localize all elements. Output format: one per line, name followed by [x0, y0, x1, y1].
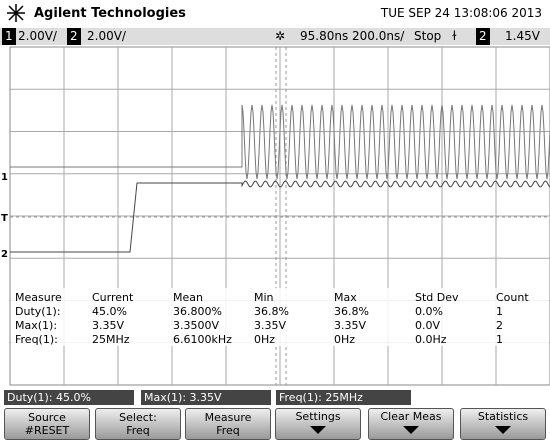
measure-cell: 0Hz [254, 333, 275, 346]
softkey-label: Statistics [477, 410, 529, 423]
softkey-arrow [403, 426, 419, 434]
measure-cell: 0Hz [334, 333, 355, 346]
measure-cell: 1 [496, 305, 503, 318]
measurement-summary: Max(1): 3.35V [141, 390, 271, 405]
measure-cell: 6.6100kHz [173, 333, 232, 346]
delay: 95.80ns [300, 29, 349, 43]
softkey-label: Freq [216, 424, 240, 437]
measure-cell: 3.3500V [173, 319, 219, 332]
ch2-label: 2 [67, 28, 81, 45]
brand: Agilent Technologies [34, 6, 186, 21]
measure-header: Std Dev [415, 291, 459, 304]
measure-cell: 36.8% [254, 305, 289, 318]
timebase: 200.0ns/ [352, 29, 405, 43]
trigger-level: 1.45V [505, 29, 540, 43]
measure-cell: 0.0V [415, 319, 440, 332]
ch1-scale: 2.00V/ [18, 29, 57, 43]
measurement-summary: Freq(1): 25MHz [276, 390, 411, 405]
softkey-label: Clear Meas [380, 410, 442, 423]
measure-header: Max [334, 291, 357, 304]
ch1-trace [10, 104, 550, 180]
trigger-source: 2 [476, 28, 490, 45]
softkey[interactable]: Statistics [460, 408, 546, 440]
measure-cell: 36.800% [173, 305, 222, 318]
measure-cell: 1 [496, 333, 503, 346]
softkey-label: Freq [126, 424, 150, 437]
ch2-scale: 2.00V/ [87, 29, 126, 43]
measure-cell: 3.35V [254, 319, 286, 332]
measure-header: Current [92, 291, 134, 304]
channel-marker: T [1, 213, 8, 224]
measure-cell: Duty(1): [15, 305, 61, 318]
measure-header: Measure [15, 291, 62, 304]
measure-cell: 0.0% [415, 305, 443, 318]
softkey-label: Measure [204, 411, 252, 424]
measure-cell: 36.8% [334, 305, 369, 318]
ch1-label: 1 [2, 28, 16, 45]
measure-panel [11, 288, 549, 346]
softkey-arrow [310, 426, 326, 434]
datetime: TUE SEP 24 13:08:06 2013 [380, 6, 542, 20]
measure-cell: 0.0Hz [415, 333, 447, 346]
softkey-arrow [495, 426, 511, 434]
measure-cell: Freq(1): [15, 333, 58, 346]
measure-header: Count [496, 291, 529, 304]
logo [7, 4, 25, 22]
measure-cell: 2 [496, 319, 503, 332]
softkey[interactable]: Clear Meas [368, 408, 454, 440]
softkey[interactable]: Measure Freq [185, 408, 271, 440]
status-bar: 1 2.00V/ 2 2.00V/ ✲ 95.80ns 200.0ns/ Sto… [0, 28, 550, 45]
measure-header: Mean [173, 291, 203, 304]
measure-cell: 45.0% [92, 305, 127, 318]
measure-header: Min [254, 291, 274, 304]
measurement-summary: Duty(1): 45.0% [4, 390, 134, 405]
waveform-display: 1 T 2 Measure Current Mean Min Max Std Dev Count D… [1, 46, 550, 386]
softkey-label: #RESET [24, 424, 70, 437]
measure-cell: 25MHz [92, 333, 130, 346]
softkey[interactable]: Settings [275, 408, 361, 440]
channel-marker: 1 [1, 172, 8, 183]
ch2-trace [10, 180, 550, 253]
channel-marker: 2 [1, 249, 8, 260]
softkey-label: Select: [119, 411, 157, 424]
measure-cell: 3.35V [334, 319, 366, 332]
softkey[interactable]: Source #RESET [4, 408, 90, 440]
measure-cell: Max(1): [15, 319, 57, 332]
softkey-label: Source [28, 411, 66, 424]
measure-cell: 3.35V [92, 319, 124, 332]
run-state: Stop [414, 29, 442, 43]
softkey-label: Settings [295, 410, 341, 423]
softkey[interactable]: Select: Freq [95, 408, 181, 440]
